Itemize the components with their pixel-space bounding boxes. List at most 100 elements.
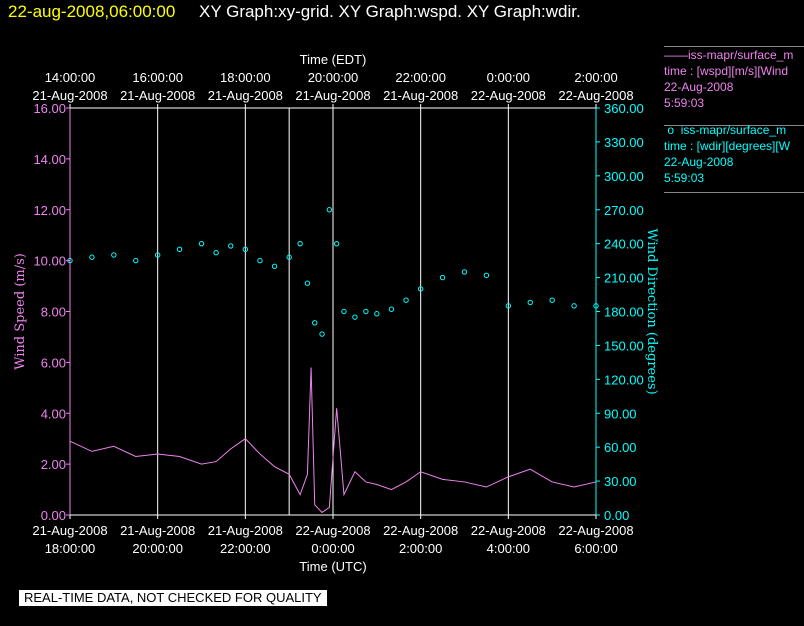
wind-direction-point [333,240,340,247]
y-right-tick-label-7: 210.00 [604,271,644,286]
x-top-date-label-6: 22-Aug-2008 [558,88,633,103]
wind-direction-point [271,263,278,269]
legend-wind-direction-source: iss-mapr/surface_m [680,123,787,137]
y-right-tick-label-4: 120.00 [604,372,644,387]
legend-wind-speed: ——iss-mapr/surface_m time : [wspd][m/s][… [664,46,804,126]
x-bottom-date-label-3: 22-Aug-2008 [295,523,370,538]
wind-direction-point [228,243,234,249]
wind-direction-point [304,280,311,286]
y-left-tick-label-6: 12.00 [33,203,66,218]
grid-layer [157,108,509,515]
x-top-date-label-0: 21-Aug-2008 [32,88,107,103]
y-axis-title-left: Wind Speed (m/s) [13,253,28,370]
wind-direction-point [461,269,468,275]
x-top-date-label-2: 21-Aug-2008 [208,88,283,103]
x-top-date-label-4: 21-Aug-2008 [383,88,458,103]
legend-wind-direction-date: 22-Aug-2008 [664,155,734,169]
legend-wind-speed-line-1: ——iss-mapr/surface_m [664,47,804,63]
x-top-time-label-0: 14:00:00 [45,70,96,85]
y-axis-title-right: Wind Direction (degrees) [644,228,659,394]
x-top-time-label-6: 2:00:00 [574,70,617,85]
x-top-time-label-1: 16:00:00 [132,70,183,85]
wind-direction-point [111,252,117,258]
wind-direction-point [527,299,533,306]
wind-direction-point [312,320,318,326]
labels-layer: 0.00 2.00 4.00 6.00 8.00 10.00 12.00 14.00 16.00… [13,52,659,574]
x-bottom-date-label-1: 21-Aug-2008 [120,523,195,538]
wind-direction-point [505,303,512,309]
x-bottom-time-label-2: 22:00:00 [220,541,271,556]
wind-direction-point [403,297,409,303]
y-right-tick-label-0: 0.00 [604,508,629,523]
x-bottom-date-label-6: 22-Aug-2008 [558,523,633,538]
series-line-wind-speed [69,367,597,514]
legend-wind-speed-time: 5:59:03 [664,96,705,110]
y-right-tick-label-2: 60.00 [604,440,637,455]
x-bottom-time-label-1: 20:00:00 [132,541,183,556]
wind-direction-point [198,240,205,247]
wind-direction-point [352,314,358,320]
wind-direction-point [319,331,325,337]
wind-direction-point [89,254,95,260]
header-graph-titles: XY Graph:xy-grid. XY Graph:wspd. XY Grap… [199,2,581,21]
legend-wind-speed-date: 22-Aug-2008 [664,80,734,94]
y-right-tick-label-8: 240.00 [604,237,644,252]
legend-wind-speed-source: iss-mapr/surface_m [688,48,794,62]
wind-direction-point [549,297,555,303]
y-right-tick-label-1: 30.00 [604,474,637,489]
x-top-time-label-5: 0:00:00 [487,70,530,85]
y-left-tick-label-8: 16.00 [33,101,66,116]
y-right-tick-label-11: 330.00 [604,135,644,150]
x-top-time-label-2: 18:00:00 [220,70,271,85]
x-axis-title-top: Time (EDT) [300,52,367,67]
wind-direction-point [213,250,219,256]
x-top-date-label-5: 22-Aug-2008 [471,88,546,103]
wind-direction-point [374,311,380,317]
x-bottom-time-label-6: 6:00:00 [574,541,617,556]
legend-wind-speed-symbol: —— [664,48,688,62]
y-left-tick-label-3: 6.00 [41,355,66,370]
x-bottom-date-label-5: 22-Aug-2008 [471,523,546,538]
y-left-tick-label-0: 0.00 [41,508,66,523]
x-bottom-time-label-0: 18:00:00 [45,541,96,556]
wind-direction-point [483,272,490,279]
legend-wind-direction-time: 5:59:03 [664,171,705,185]
y-right-tick-label-6: 180.00 [604,305,644,320]
x-top-time-label-4: 22:00:00 [395,70,446,85]
y-left-tick-label-1: 2.00 [41,457,66,472]
y-right-tick-label-10: 300.00 [604,169,644,184]
wind-direction-point [242,246,249,253]
legend-wind-direction-symbol: o [667,123,675,137]
header-time: 22-aug-2008,06:00:00 [8,2,176,21]
x-axis-title-bottom: Time (UTC) [299,559,366,574]
y-left-tick-label-2: 4.00 [41,406,66,421]
x-bottom-time-label-4: 2:00:00 [399,541,442,556]
header-bar: 22-aug-2008,06:00:00 XY Graph:xy-grid. X… [0,0,804,26]
wind-direction-point [388,306,395,312]
x-bottom-date-label-4: 22-Aug-2008 [383,523,458,538]
y-left-tick-label-7: 14.00 [33,152,66,167]
y-right-tick-label-12: 360.00 [604,101,644,116]
wind-direction-point [341,308,347,315]
axes-layer [66,104,600,519]
x-bottom-date-label-0: 21-Aug-2008 [32,523,107,538]
wind-direction-point [297,240,303,247]
y-left-tick-label-4: 8.00 [41,305,66,320]
x-top-date-label-1: 21-Aug-2008 [120,88,195,103]
legend-wind-speed-variable: time : [wspd][m/s][Wind [664,64,789,78]
wind-direction-point [176,246,183,253]
wind-direction-point [326,207,333,213]
wind-direction-point [439,274,446,281]
wind-direction-point [363,308,369,315]
y-left-tick-label-5: 10.00 [33,254,66,269]
x-top-date-label-3: 21-Aug-2008 [295,88,370,103]
wind-direction-point [154,252,161,258]
wind-direction-point [257,257,263,264]
x-bottom-time-label-5: 4:00:00 [487,541,530,556]
wind-direction-point [417,286,424,292]
legend-wind-direction: o iss-mapr/surface_m time : [wdir][degre… [664,122,804,193]
x-bottom-date-label-2: 21-Aug-2008 [208,523,283,538]
y-right-tick-label-3: 90.00 [604,406,637,421]
y-right-tick-label-9: 270.00 [604,203,644,218]
